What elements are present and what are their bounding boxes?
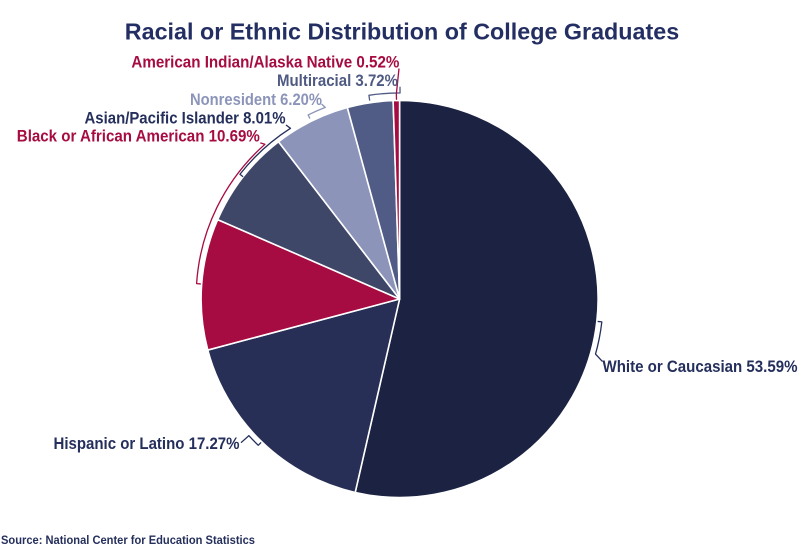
svg-text:Multiracial 3.72%: Multiracial 3.72% [277, 71, 398, 90]
svg-text:Asian/Pacific Islander 8.01%: Asian/Pacific Islander 8.01% [85, 109, 286, 128]
svg-text:American Indian/Alaska Native: American Indian/Alaska Native 0.52% [131, 53, 399, 72]
svg-text:Racial or Ethnic Distribution: Racial or Ethnic Distribution of College… [125, 18, 679, 44]
svg-text:Black or African American 10.6: Black or African American 10.69% [17, 127, 260, 146]
svg-text:Nonresident 6.20%: Nonresident 6.20% [190, 90, 322, 109]
svg-text:Source: National Center for Ed: Source: National Center for Education St… [1, 535, 255, 547]
svg-text:Hispanic or Latino 17.27%: Hispanic or Latino 17.27% [54, 434, 240, 453]
svg-text:White or Caucasian 53.59%: White or Caucasian 53.59% [603, 357, 798, 376]
